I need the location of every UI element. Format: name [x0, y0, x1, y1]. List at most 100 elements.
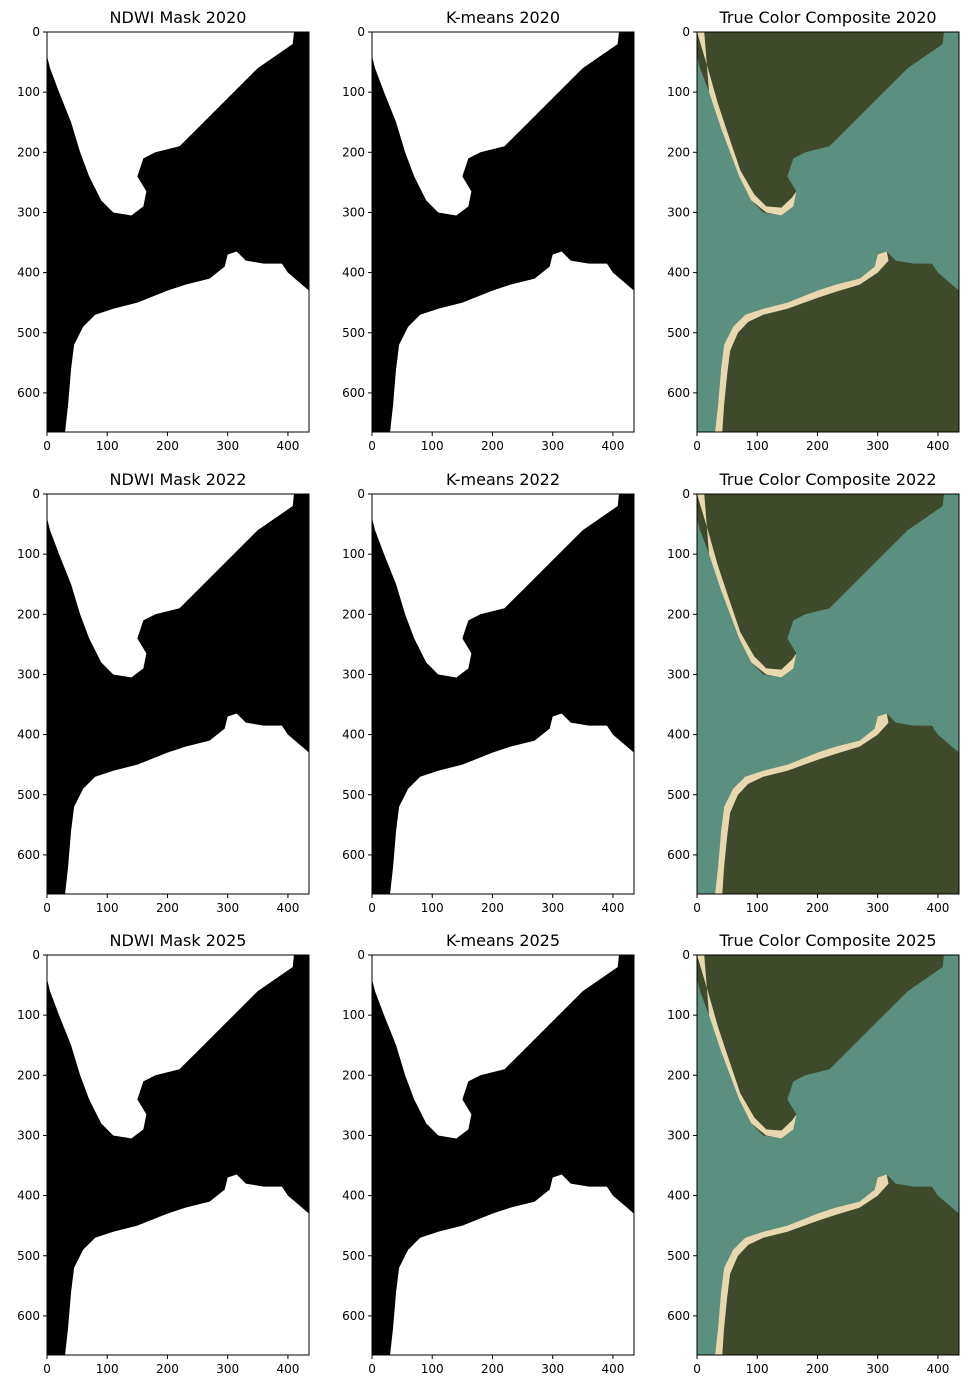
y-tick-label: 500: [342, 788, 365, 802]
south-land-area: [390, 251, 634, 433]
y-tick-label: 100: [667, 85, 690, 99]
y-tick-label: 300: [17, 667, 40, 681]
y-tick-label: 500: [667, 788, 690, 802]
panel-title: True Color Composite 2025: [718, 931, 936, 950]
y-tick-label: 300: [667, 205, 690, 219]
y-tick-label: 0: [357, 25, 365, 39]
panel-image: [697, 494, 959, 894]
south-land-area: [65, 713, 309, 894]
y-tick-label: 0: [32, 25, 40, 39]
axes-frame: [696, 954, 960, 1356]
north-forest-area: [697, 32, 944, 216]
axes-frame: [371, 31, 635, 433]
panel-title: NDWI Mask 2022: [110, 470, 247, 489]
y-tick-label: 200: [667, 607, 690, 621]
y-tick-label: 400: [17, 1189, 40, 1203]
north-land-area: [47, 955, 294, 1139]
x-tick-label: 200: [156, 1362, 179, 1376]
x-tick-label: 0: [693, 901, 701, 915]
x-tick-label: 0: [368, 901, 376, 915]
x-tick-label: 100: [96, 901, 119, 915]
panel-image: [47, 955, 309, 1355]
y-tick-label: 300: [342, 667, 365, 681]
y-tick-label: 300: [342, 1128, 365, 1142]
y-tick-label: 600: [667, 1309, 690, 1323]
x-tick-label: 300: [216, 1362, 239, 1376]
y-tick-label: 0: [682, 25, 690, 39]
x-tick-label: 200: [806, 1362, 829, 1376]
y-tick-label: 600: [667, 386, 690, 400]
mask-panel: K-means 2025 0 100 200 300 400 0 100 200 300 400 50…: [342, 931, 635, 1376]
x-tick-label: 200: [481, 1362, 504, 1376]
axes-frame: [371, 493, 635, 895]
south-forest-area: [715, 713, 959, 894]
x-tick-label: 300: [541, 439, 564, 453]
axes-frame: [696, 493, 960, 895]
x-tick-label: 100: [421, 1362, 444, 1376]
north-forest-area: [697, 494, 944, 678]
y-tick-label: 400: [667, 728, 690, 742]
south-forest-area: [715, 1174, 959, 1355]
x-tick-label: 100: [746, 901, 769, 915]
south-land-area: [390, 713, 634, 894]
x-tick-label: 400: [601, 1362, 624, 1376]
x-tick-label: 0: [43, 439, 51, 453]
y-tick-label: 100: [17, 1008, 40, 1022]
y-tick-label: 600: [342, 1309, 365, 1323]
x-tick-label: 0: [43, 1362, 51, 1376]
y-tick-label: 0: [32, 487, 40, 501]
y-tick-label: 200: [17, 607, 40, 621]
south-forest-area: [715, 251, 959, 433]
south-beach: [715, 713, 889, 894]
y-tick-label: 0: [682, 487, 690, 501]
y-tick-label: 600: [17, 1309, 40, 1323]
y-tick-label: 600: [342, 386, 365, 400]
north-land-area: [47, 32, 294, 216]
y-tick-label: 400: [342, 1189, 365, 1203]
axes-frame: [46, 493, 310, 895]
panel-title: True Color Composite 2020: [718, 8, 936, 27]
y-tick-label: 100: [667, 1008, 690, 1022]
x-tick-label: 400: [926, 439, 949, 453]
north-land-area: [372, 494, 619, 678]
y-tick-label: 300: [17, 1128, 40, 1142]
true-color-panel: True Color Composite 2020 0 100 200 300 400 0 1…: [667, 8, 960, 453]
y-tick-label: 500: [17, 788, 40, 802]
y-tick-label: 100: [17, 547, 40, 561]
y-tick-label: 200: [342, 607, 365, 621]
south-beach: [715, 1174, 889, 1355]
y-tick-label: 300: [342, 205, 365, 219]
mask-panel: K-means 2020 0 100 200 300 400 0 100 200 300 400 50…: [342, 8, 635, 453]
panel-image: [47, 32, 309, 433]
x-tick-label: 300: [216, 901, 239, 915]
panel-image: [697, 32, 959, 433]
panel-image: [697, 955, 959, 1355]
y-tick-label: 400: [17, 728, 40, 742]
x-tick-label: 400: [276, 439, 299, 453]
x-tick-label: 200: [156, 901, 179, 915]
y-tick-label: 500: [342, 326, 365, 340]
x-tick-label: 100: [746, 1362, 769, 1376]
y-tick-label: 300: [17, 205, 40, 219]
x-tick-label: 300: [866, 901, 889, 915]
y-tick-label: 600: [17, 848, 40, 862]
north-land-area: [372, 955, 619, 1139]
panel-title: True Color Composite 2022: [718, 470, 936, 489]
x-tick-label: 400: [926, 1362, 949, 1376]
y-tick-label: 400: [667, 266, 690, 280]
y-tick-label: 600: [342, 848, 365, 862]
x-tick-label: 200: [481, 439, 504, 453]
axes-frame: [696, 31, 960, 433]
mask-panel: NDWI Mask 2022 0 100 200 300 400 0 100 200 300 400…: [17, 470, 310, 915]
y-tick-label: 300: [667, 1128, 690, 1142]
y-tick-label: 200: [17, 1068, 40, 1082]
x-tick-label: 100: [96, 439, 119, 453]
x-tick-label: 300: [866, 439, 889, 453]
panel-title: NDWI Mask 2025: [110, 931, 247, 950]
y-tick-label: 200: [667, 145, 690, 159]
y-tick-label: 0: [357, 948, 365, 962]
x-tick-label: 100: [746, 439, 769, 453]
y-tick-label: 100: [667, 547, 690, 561]
panel-title: K-means 2020: [446, 8, 560, 27]
x-tick-label: 200: [156, 439, 179, 453]
